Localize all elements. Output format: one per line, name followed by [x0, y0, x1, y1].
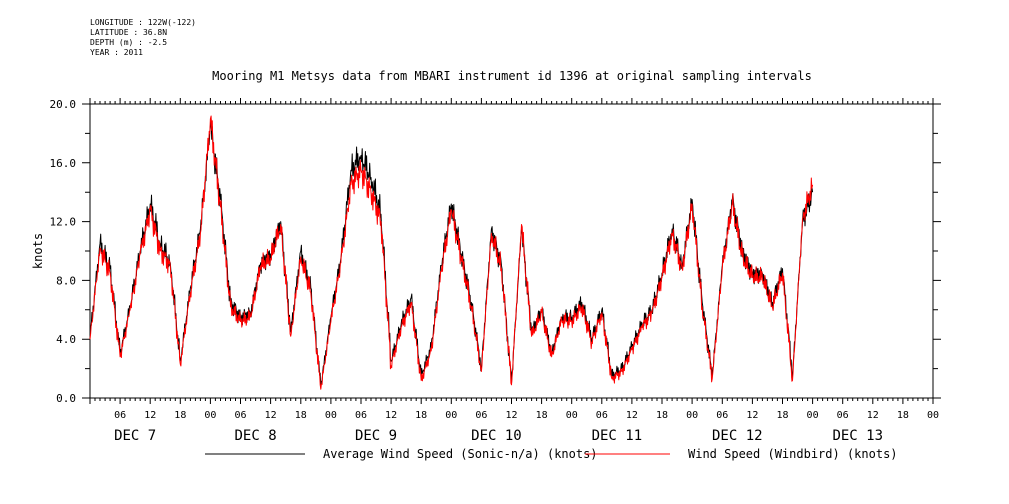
longitude-text: LONGITUDE : 122W(-122): [90, 18, 196, 27]
x-hour-tick-label: 18: [415, 410, 427, 421]
plot-frame: [89, 103, 934, 399]
depth-text: DEPTH (m) : -2.5: [90, 38, 168, 47]
x-hour-tick-label: 18: [295, 410, 307, 421]
x-hour-tick-label: 00: [445, 410, 457, 421]
legend-label-average-wind-speed: Average Wind Speed (Sonic-n/a) (knots): [323, 447, 598, 461]
x-hour-tick-label: 00: [927, 410, 939, 421]
x-hour-tick-label: 12: [385, 410, 397, 421]
x-hour-tick-label: 12: [265, 410, 277, 421]
x-hour-tick-label: 06: [235, 410, 247, 421]
x-hour-tick-label: 12: [144, 410, 156, 421]
series-line-windbird-wind-speed: [89, 115, 814, 390]
x-hour-tick-label: 18: [656, 410, 668, 421]
chart-title: Mooring M1 Metsys data from MBARI instru…: [212, 69, 812, 83]
x-hour-tick-label: 12: [626, 410, 638, 421]
x-day-label: DEC 13: [832, 428, 883, 444]
y-tick-label: 16.0: [50, 157, 77, 170]
x-day-label: DEC 11: [592, 428, 643, 444]
y-tick-label: 20.0: [50, 98, 77, 111]
x-hour-tick-label: 12: [746, 410, 758, 421]
x-hour-tick-label: 12: [867, 410, 879, 421]
x-hour-tick-label: 18: [536, 410, 548, 421]
y-tick-label: 8.0: [56, 274, 76, 287]
x-hour-tick-label: 18: [897, 410, 909, 421]
x-hour-tick-label: 18: [776, 410, 788, 421]
x-day-label: DEC 10: [471, 428, 522, 444]
x-hour-tick-label: 18: [174, 410, 186, 421]
y-axis-tick-marks: [82, 103, 941, 399]
legend-label-windbird-wind-speed: Wind Speed (Windbird) (knots): [688, 447, 898, 461]
x-hour-tick-label: 00: [807, 410, 819, 421]
x-axis-tick-marks: [89, 98, 934, 404]
x-hour-tick-label: 06: [596, 410, 608, 421]
x-hour-tick-label: 06: [716, 410, 728, 421]
x-hour-tick-label: 06: [475, 410, 487, 421]
x-day-label: DEC 12: [712, 428, 763, 444]
y-axis-label: knots: [31, 233, 45, 269]
x-day-label: DEC 8: [235, 428, 277, 444]
y-tick-label: 4.0: [56, 333, 76, 346]
x-hour-tick-label: 06: [837, 410, 849, 421]
x-hour-tick-label: 06: [114, 410, 126, 421]
y-tick-label: 12.0: [50, 216, 77, 229]
year-text: YEAR : 2011: [90, 48, 143, 57]
x-day-label: DEC 7: [114, 428, 156, 444]
x-day-label: DEC 9: [355, 428, 397, 444]
latitude-text: LATITUDE : 36.8N: [90, 28, 168, 37]
x-hour-tick-label: 00: [204, 410, 216, 421]
x-hour-tick-label: 00: [686, 410, 698, 421]
x-hour-tick-label: 00: [325, 410, 337, 421]
x-hour-tick-label: 06: [355, 410, 367, 421]
series-line-average-wind-speed: [89, 118, 814, 387]
x-hour-tick-label: 00: [566, 410, 578, 421]
y-tick-label: 0.0: [56, 392, 76, 405]
x-hour-tick-label: 12: [505, 410, 517, 421]
mooring-metadata: LONGITUDE : 122W(-122) LATITUDE : 36.8N …: [90, 18, 196, 58]
